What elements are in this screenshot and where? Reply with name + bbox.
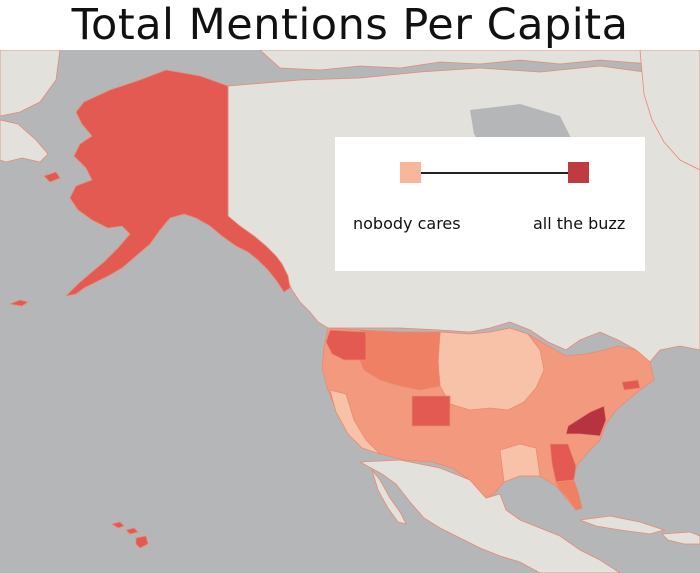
landmass-greenland [639, 50, 700, 171]
region-southeast-light [499, 443, 541, 483]
legend: nobody cares all the buzz [335, 137, 645, 271]
choropleth-map [0, 50, 700, 573]
landmass-chukotka [0, 119, 49, 163]
region-washington [325, 329, 367, 361]
region-plains-light [437, 327, 545, 411]
legend-high-label: all the buzz [533, 214, 626, 233]
region-florida [555, 479, 583, 511]
region-southwest-light [329, 389, 381, 455]
region-west-mid [355, 329, 441, 391]
legend-low-label: nobody cares [353, 214, 461, 233]
region-massachusetts [621, 379, 641, 391]
region-virginia-maryland [565, 405, 607, 437]
region-colorado [411, 395, 451, 427]
region-alaska-islands [8, 171, 61, 307]
region-hawaii [111, 521, 149, 549]
landmass-hispaniola [661, 531, 700, 545]
legend-scale-line [421, 172, 568, 174]
legend-low-swatch [400, 162, 421, 183]
region-alaska [64, 69, 291, 297]
landmass-baja [371, 469, 407, 525]
landmass-cuba [579, 515, 666, 535]
legend-high-swatch [568, 162, 589, 183]
map-title: Total Mentions Per Capita [71, 0, 629, 50]
landmass-russia [0, 50, 61, 117]
